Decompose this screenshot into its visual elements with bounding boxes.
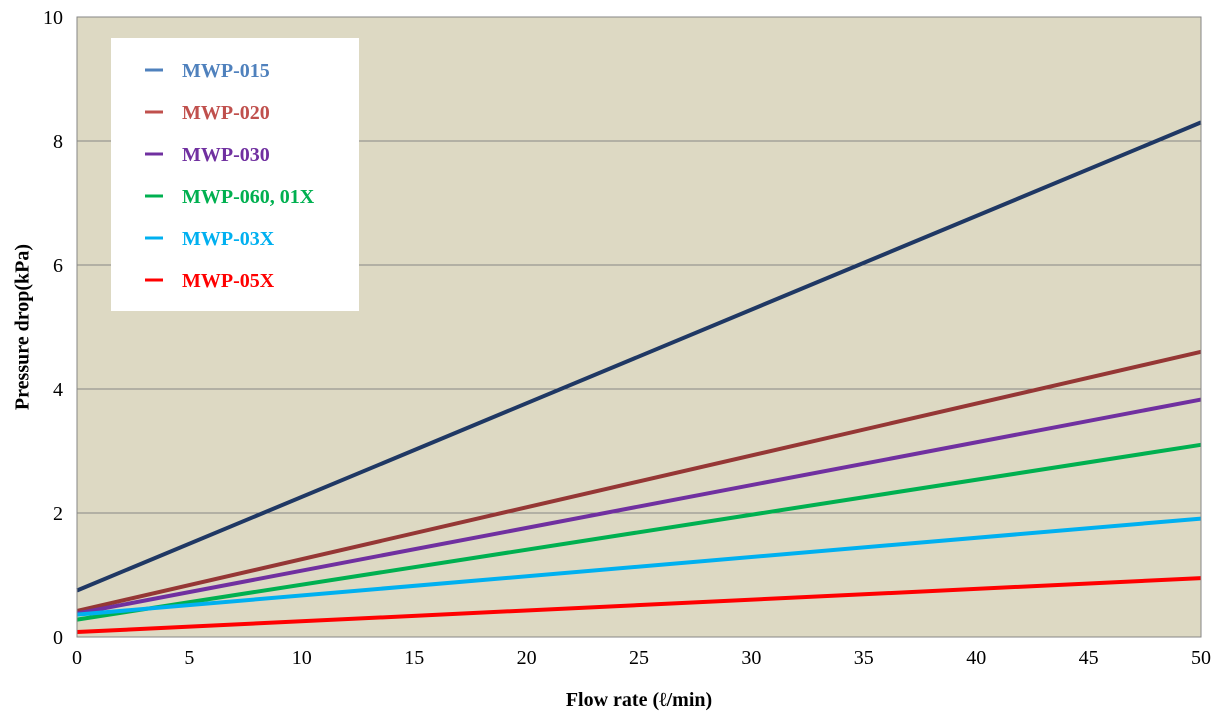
y-tick-label: 10 — [43, 7, 63, 29]
x-tick-label: 30 — [741, 647, 761, 669]
y-tick-label: 2 — [53, 503, 63, 525]
x-axis-ticks: 0 5 10 15 20 25 30 35 40 45 50 — [72, 647, 1211, 669]
x-tick-label: 45 — [1079, 647, 1099, 669]
x-tick-label: 10 — [292, 647, 312, 669]
legend-label: MWP-030 — [182, 144, 270, 166]
series-lines — [76, 120, 1202, 635]
series-line-6 — [76, 576, 1202, 635]
x-tick-label: 25 — [629, 647, 649, 669]
y-tick-label: 4 — [53, 379, 63, 401]
legend-label: MWP-015 — [182, 60, 270, 82]
y-axis-title: Pressure drop(kPa) — [12, 244, 34, 410]
x-tick-label: 15 — [404, 647, 424, 669]
y-tick-label: 0 — [53, 627, 63, 649]
series-line-5 — [76, 516, 1202, 617]
series-line-2 — [76, 349, 1202, 613]
legend-label: MWP-03X — [182, 228, 275, 250]
series-line-1 — [76, 120, 1202, 593]
legend-box — [111, 38, 359, 311]
x-tick-label: 20 — [517, 647, 537, 669]
x-axis-title: Flow rate (ℓ/min) — [566, 689, 712, 711]
legend: MWP-015 MWP-020 MWP-030 MWP-060, 01X MWP-03X… — [111, 38, 359, 311]
series-line-3 — [76, 397, 1202, 616]
plot-border — [76, 16, 1202, 638]
series-line-4 — [76, 442, 1202, 622]
x-tick-label: 40 — [966, 647, 986, 669]
y-tick-label: 8 — [53, 131, 63, 153]
x-tick-label: 5 — [184, 647, 194, 669]
legend-label: MWP-060, 01X — [182, 186, 315, 208]
x-tick-label: 35 — [854, 647, 874, 669]
x-tick-label: 0 — [72, 647, 82, 669]
y-tick-label: 6 — [53, 255, 63, 277]
legend-label: MWP-05X — [182, 270, 275, 292]
x-tick-label: 50 — [1191, 647, 1211, 669]
legend-label: MWP-020 — [182, 102, 270, 124]
y-axis-ticks: 0 2 4 6 8 10 — [43, 7, 63, 649]
